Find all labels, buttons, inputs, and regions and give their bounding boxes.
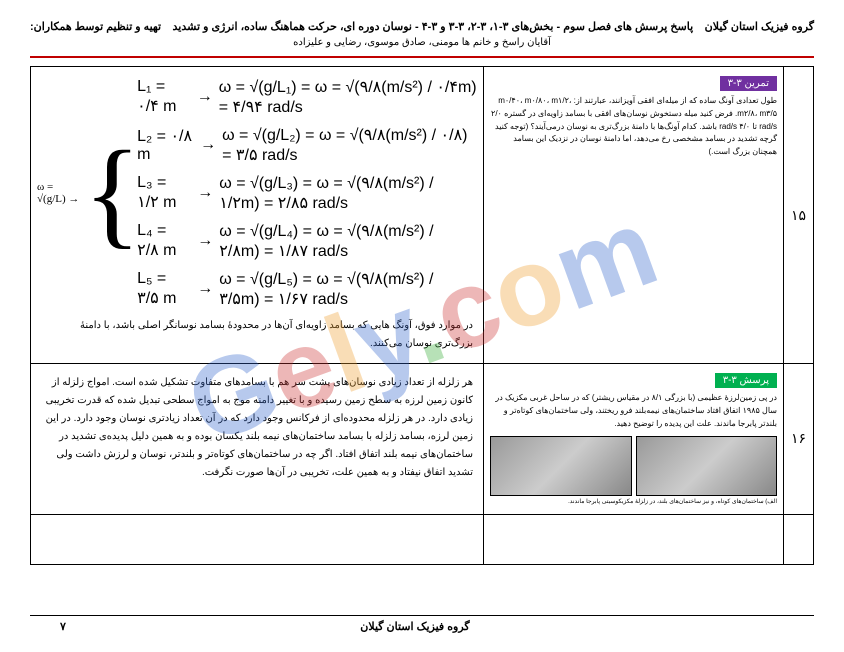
earthquake-image [490, 436, 632, 496]
row-number: ۱۵ [784, 67, 814, 364]
footer-pagenum: ۷ [60, 620, 66, 633]
page-header: گروه فیزیک استان گیلان پاسخ پرسش های فصل… [30, 20, 814, 33]
header-authors: آقایان راسخ و خانم ها مومنی، صادق موسوی،… [30, 37, 814, 48]
calc-line: L₁ = ۰/۴ m → ω = √(g/L₁) = ω = √(۹/۸(m/s… [137, 77, 477, 117]
calc-line: L₅ = ۳/۵ m → ω = √(g/L₅) = ω = √(۹/۸(m/s… [137, 269, 477, 309]
brace-icon: { [83, 145, 141, 241]
header-group: گروه فیزیک استان گیلان [705, 20, 814, 33]
page-footer: گروه فیزیک استان گیلان ۷ [30, 615, 814, 637]
problem-images [490, 436, 777, 496]
calculation-block: ω = √(g/L) → { L₁ = ۰/۴ m → ω = √(g/L₁) … [37, 73, 477, 313]
header-credits: تهیه و تنظیم توسط همکاران: [30, 20, 161, 33]
table-row: ۱۶ پرسش ۳-۳ در پی زمین‌لرزهٔ عظیمی (با ب… [31, 364, 814, 515]
answer-cell: ω = √(g/L) → { L₁ = ۰/۴ m → ω = √(g/L₁) … [31, 67, 484, 364]
calc-rows: L₁ = ۰/۴ m → ω = √(g/L₁) = ω = √(۹/۸(m/s… [137, 73, 477, 313]
calc-line: L₄ = ۲/۸ m → ω = √(g/L₄) = ω = √(۹/۸(m/s… [137, 221, 477, 261]
footer-group: گروه فیزیک استان گیلان [360, 620, 469, 633]
divider-line [30, 56, 814, 58]
calc-line: L₃ = ۱/۲ m → ω = √(g/L₃) = ω = √(۹/۸(m/s… [137, 173, 477, 213]
calc-line: L₂ = ۰/۸ m → ω = √(g/L₂) = ω = √(۹/۸(m/s… [137, 125, 477, 165]
row-number: ۱۶ [784, 364, 814, 515]
image-caption: الف) ساختمان‌های کوتاه، و نیز ساختمان‌ها… [490, 498, 777, 508]
problem-text: در پی زمین‌لرزهٔ عظیمی (با بزرگی ۸/۱ در … [490, 392, 777, 430]
omega-prefix: ω = √(g/L) → [37, 181, 83, 205]
table-row-empty [31, 514, 814, 564]
page: گروه فیزیک استان گیلان پاسخ پرسش های فصل… [0, 0, 844, 585]
header-title: پاسخ پرسش های فصل سوم - بخش‌های ۳-۱، ۳-۲… [171, 20, 695, 33]
answer-text: هر زلزله از تعداد زیادی نوسان‌های پشت سر… [37, 370, 477, 486]
answer-cell: هر زلزله از تعداد زیادی نوسان‌های پشت سر… [31, 364, 484, 515]
solutions-table: ۱۵ تمرین ۳-۳ طول تعدادی آونگ ساده که از … [30, 66, 814, 565]
exercise-badge: تمرین ۳-۳ [720, 76, 777, 91]
answer-text: در موارد فوق، آونگ هایی که بسامد زاویه‌ا… [37, 313, 477, 357]
question-badge: پرسش ۳-۳ [715, 373, 777, 388]
table-row: ۱۵ تمرین ۳-۳ طول تعدادی آونگ ساده که از … [31, 67, 814, 364]
problem-text: طول تعدادی آونگ ساده که از میله‌ای افقی … [490, 95, 777, 159]
problem-cell: تمرین ۳-۳ طول تعدادی آونگ ساده که از میل… [484, 67, 784, 364]
problem-cell: پرسش ۳-۳ در پی زمین‌لرزهٔ عظیمی (با بزرگ… [484, 364, 784, 515]
earthquake-image [636, 436, 778, 496]
